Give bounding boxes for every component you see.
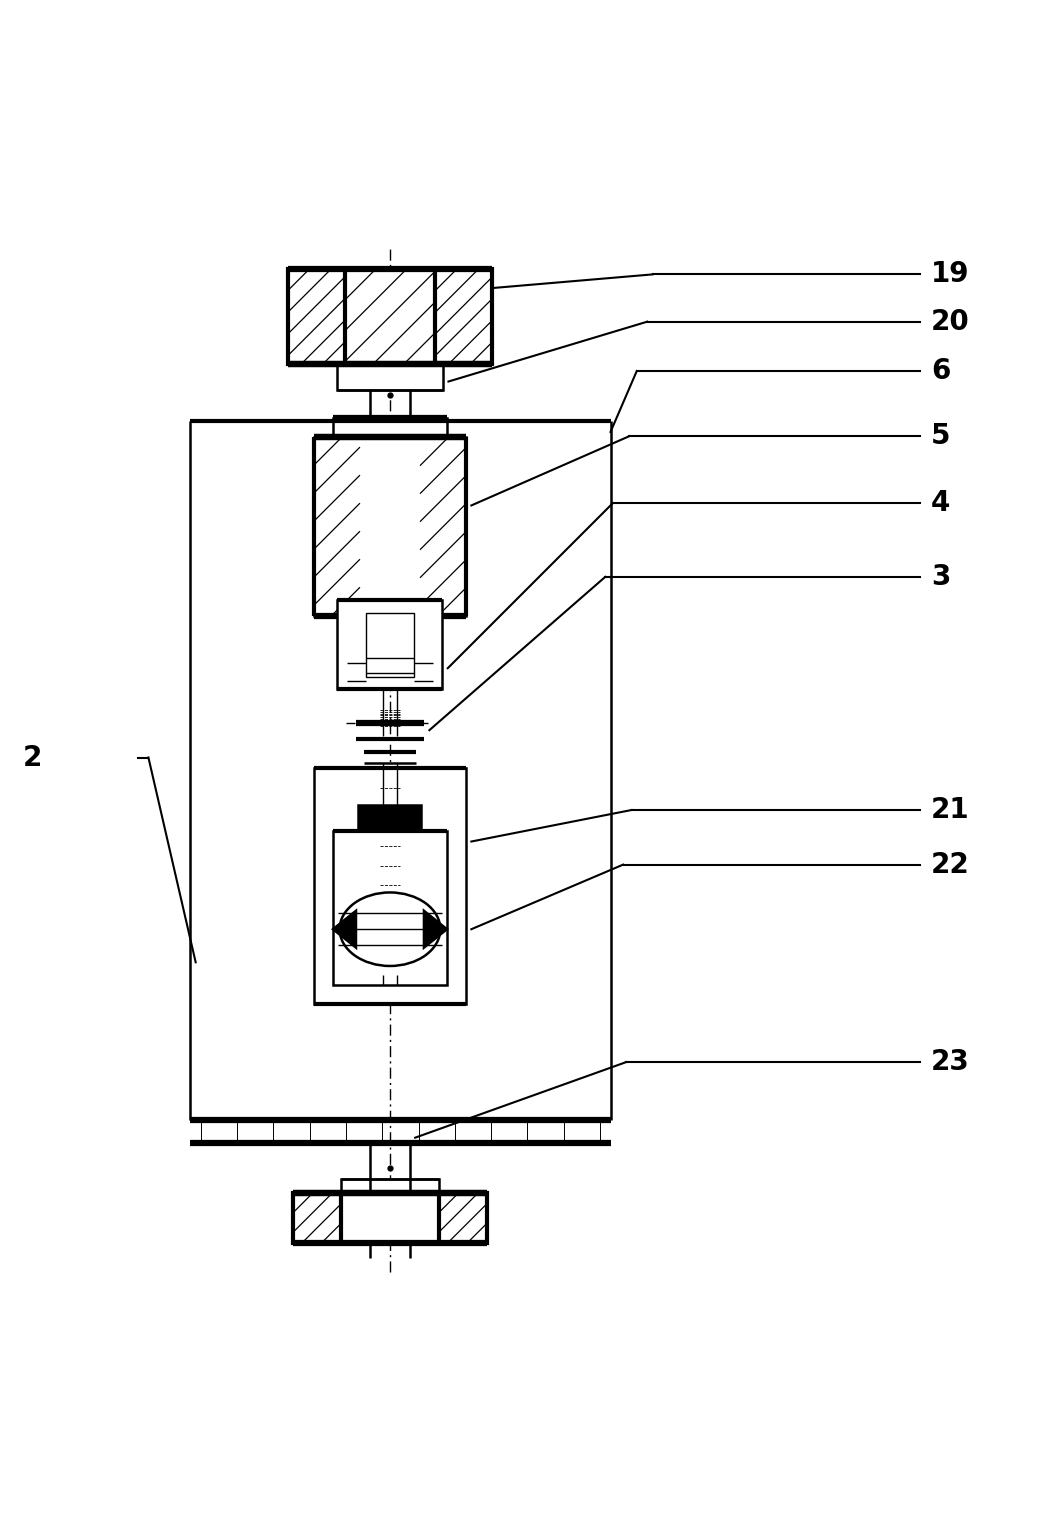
Text: 6: 6	[931, 358, 950, 385]
Bar	[333, 832, 448, 985]
Text: 4: 4	[931, 489, 950, 517]
Polygon shape	[331, 907, 357, 950]
Ellipse shape	[340, 892, 440, 967]
Text: 19: 19	[931, 261, 970, 288]
Bar	[287, 270, 493, 364]
Text: 5: 5	[931, 423, 951, 450]
Bar	[366, 612, 414, 677]
Bar	[341, 1179, 438, 1194]
Bar	[314, 438, 466, 615]
Text: 23: 23	[931, 1048, 970, 1076]
Text: 22: 22	[931, 850, 970, 879]
Text: 3: 3	[931, 564, 950, 591]
Bar	[358, 804, 421, 832]
Bar	[314, 768, 466, 1004]
Text: 2: 2	[22, 744, 42, 771]
Text: 20: 20	[931, 308, 970, 336]
Bar	[337, 600, 442, 689]
Text: 21: 21	[931, 795, 970, 824]
Bar	[293, 1194, 488, 1242]
Bar	[333, 418, 448, 438]
Bar	[337, 364, 443, 389]
Polygon shape	[422, 907, 449, 950]
